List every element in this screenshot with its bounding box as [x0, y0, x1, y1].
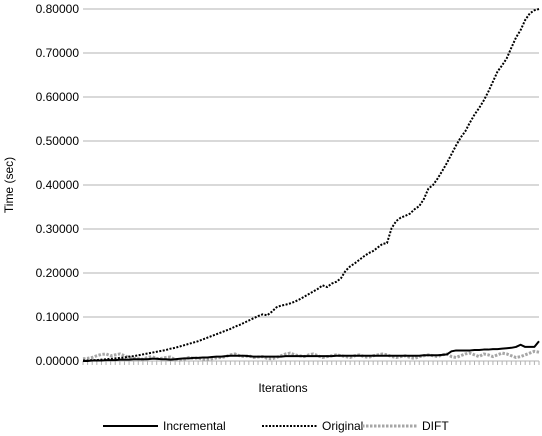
y-tick-label: 0.40000: [36, 178, 80, 192]
y-tick-label: 0.10000: [36, 310, 80, 324]
legend-label-dift: DIFT: [422, 419, 449, 433]
y-tick-label: 0.80000: [36, 2, 80, 16]
legend: Incremental Original DIFT: [103, 419, 449, 433]
y-axis-tick-labels: 0.00000 0.10000 0.20000 0.30000 0.40000 0.500…: [36, 2, 80, 368]
horizontal-gridlines: [83, 8, 539, 362]
y-tick-label: 0.70000: [36, 46, 80, 60]
x-axis-label: Iterations: [258, 381, 307, 395]
legend-label-original: Original: [322, 419, 363, 433]
plot-area: [82, 8, 540, 362]
y-axis-label: Time (sec): [2, 157, 16, 213]
series-line-dift: [82, 349, 540, 362]
legend-label-incremental: Incremental: [163, 419, 226, 433]
y-tick-label: 0.00000: [36, 354, 80, 368]
y-tick-label: 0.50000: [36, 134, 80, 148]
y-tick-label: 0.60000: [36, 90, 80, 104]
y-tick-label: 0.20000: [36, 266, 80, 280]
y-tick-label: 0.30000: [36, 222, 80, 236]
x-axis: [82, 360, 540, 365]
series-line-incremental: [83, 340, 540, 362]
series-line-original: [83, 8, 540, 362]
